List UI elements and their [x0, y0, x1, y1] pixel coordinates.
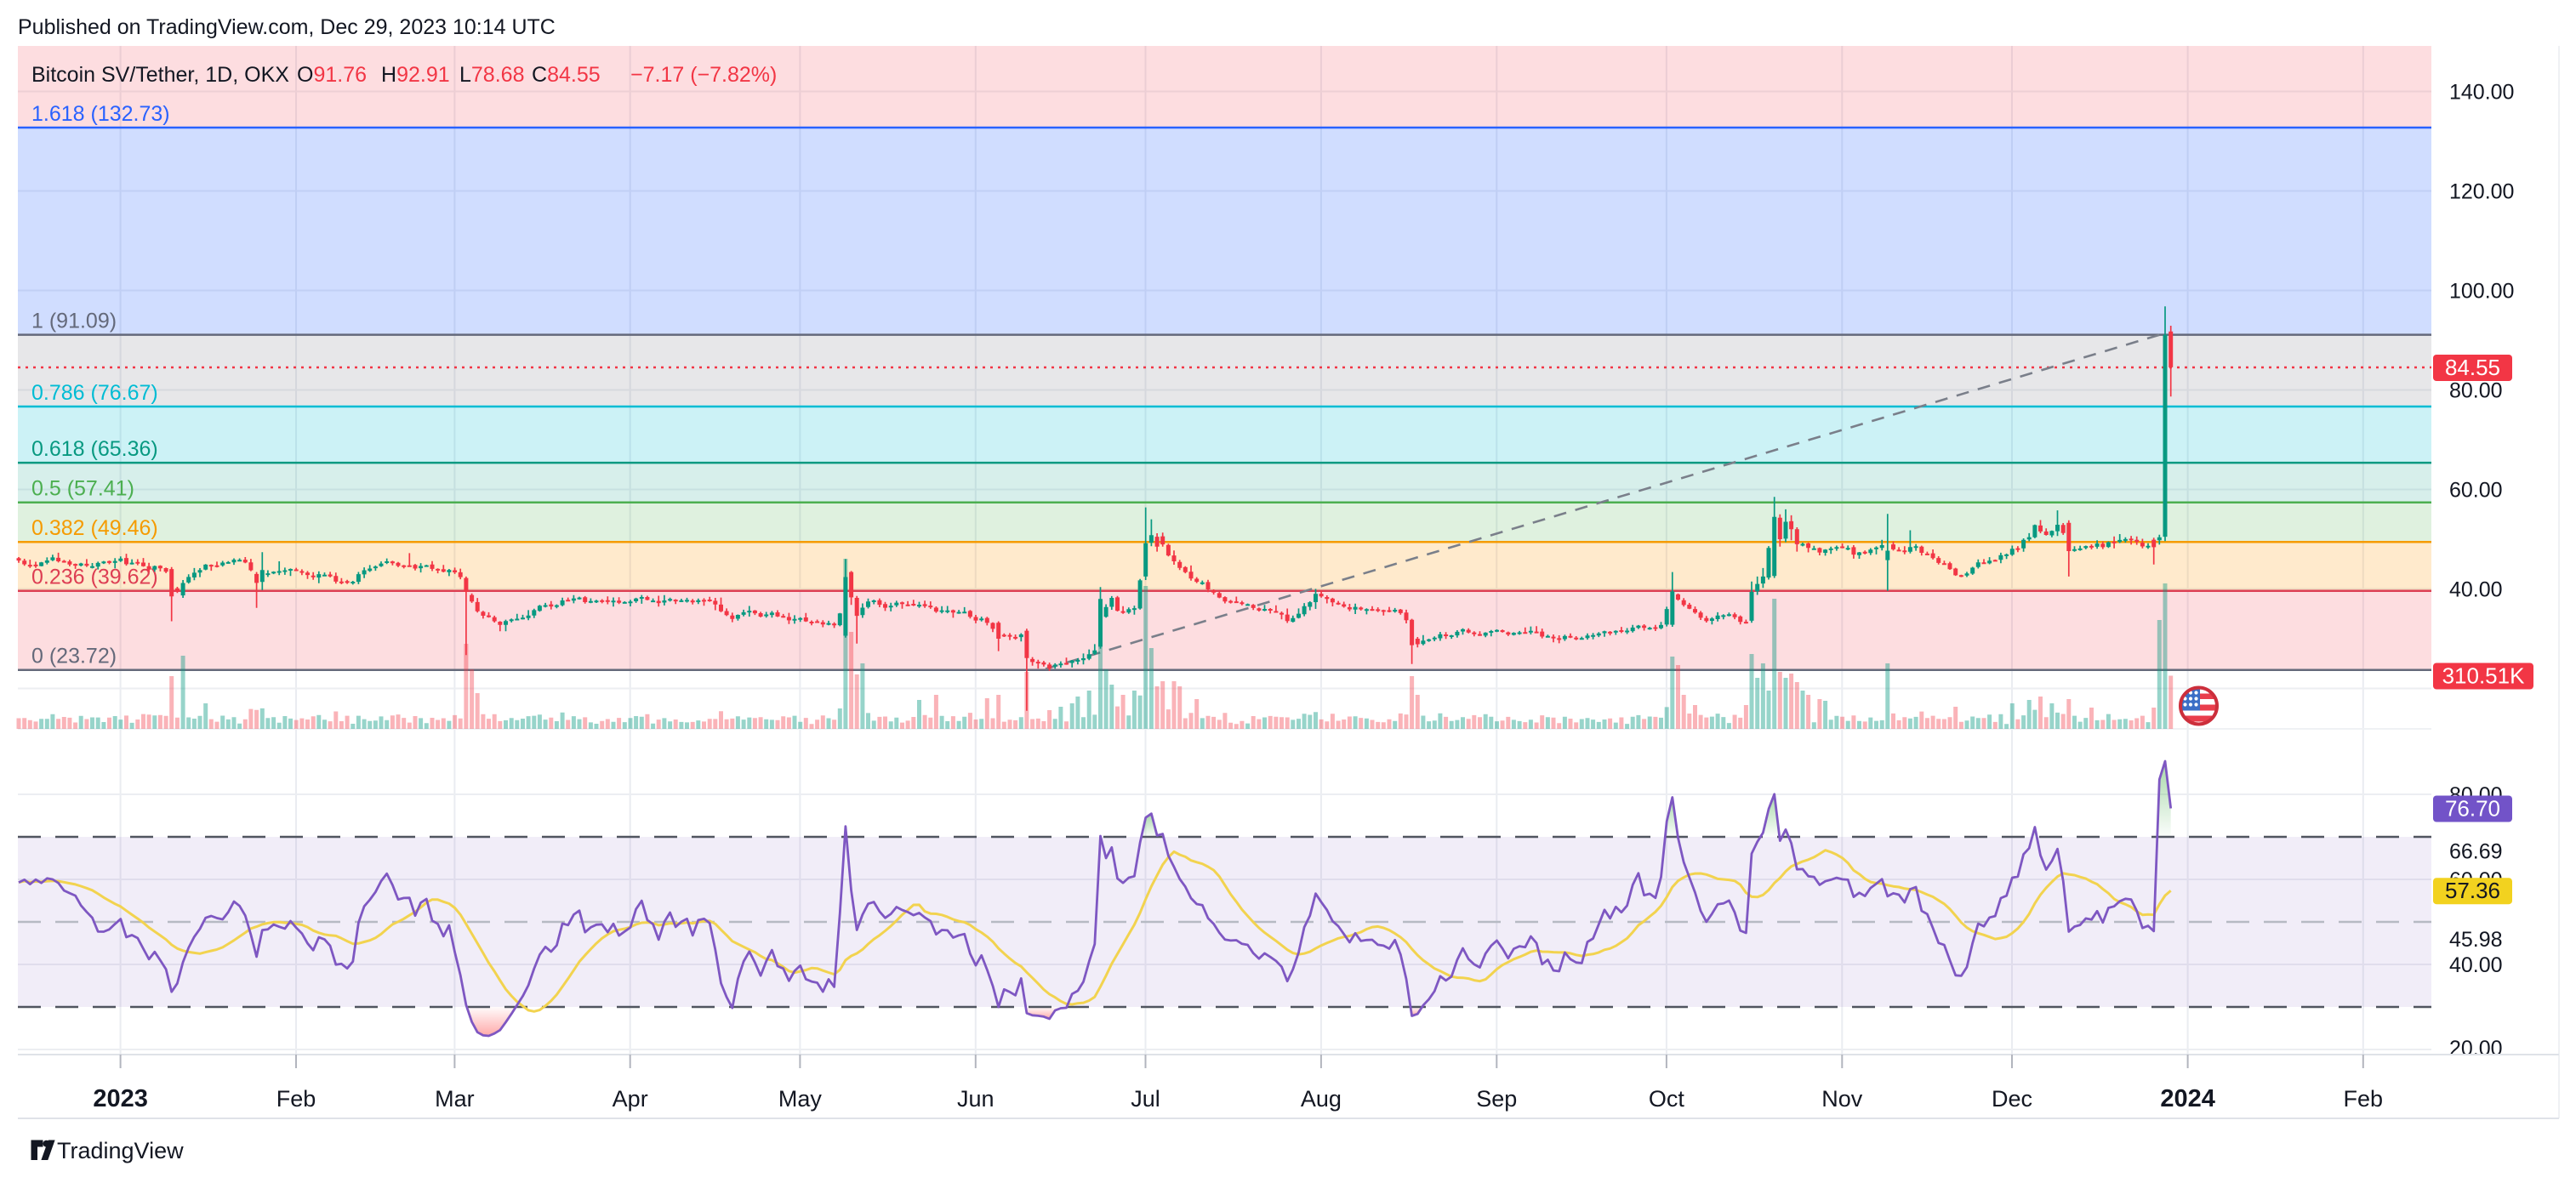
- svg-text:120.00: 120.00: [2449, 180, 2514, 204]
- svg-text:Feb: Feb: [276, 1086, 316, 1112]
- svg-text:2024: 2024: [2160, 1085, 2215, 1112]
- svg-text:0.786 (76.67): 0.786 (76.67): [31, 381, 158, 405]
- svg-text:0.382 (49.46): 0.382 (49.46): [31, 516, 158, 540]
- svg-text:20.00: 20.00: [2449, 1037, 2503, 1061]
- svg-text:66.69: 66.69: [2449, 840, 2503, 864]
- svg-text:100.00: 100.00: [2449, 280, 2514, 304]
- svg-text:140.00: 140.00: [2449, 81, 2514, 105]
- svg-text:Oct: Oct: [1649, 1086, 1685, 1112]
- svg-text:80.00: 80.00: [2449, 379, 2503, 403]
- svg-text:Dec: Dec: [1992, 1086, 2032, 1112]
- svg-text:84.55: 84.55: [2445, 355, 2500, 380]
- svg-text:0.236 (39.62): 0.236 (39.62): [31, 566, 158, 589]
- svg-text:0.5 (57.41): 0.5 (57.41): [31, 477, 134, 501]
- svg-text:May: May: [778, 1086, 823, 1112]
- svg-text:310.51K: 310.51K: [2442, 663, 2526, 689]
- svg-text:Sep: Sep: [1476, 1086, 1517, 1112]
- svg-text:Jul: Jul: [1131, 1086, 1160, 1112]
- svg-text:Jun: Jun: [957, 1086, 994, 1112]
- svg-text:0.618 (65.36): 0.618 (65.36): [31, 437, 158, 461]
- svg-text:0 (23.72): 0 (23.72): [31, 645, 117, 668]
- svg-text:1 (91.09): 1 (91.09): [31, 310, 117, 333]
- svg-text:Published on TradingView.com,: Published on TradingView.com, Dec 29, 20…: [18, 15, 556, 39]
- svg-text:Mar: Mar: [435, 1086, 475, 1112]
- svg-text:40.00: 40.00: [2449, 953, 2503, 977]
- svg-text:TradingView: TradingView: [57, 1138, 184, 1163]
- svg-text:45.98: 45.98: [2449, 928, 2503, 952]
- svg-text:57.36: 57.36: [2445, 878, 2500, 903]
- svg-text:76.70: 76.70: [2445, 796, 2500, 822]
- svg-text:Feb: Feb: [2344, 1086, 2384, 1112]
- svg-text:Apr: Apr: [613, 1086, 648, 1112]
- svg-text:1.618 (132.73): 1.618 (132.73): [31, 102, 170, 126]
- svg-text:Nov: Nov: [1821, 1086, 1863, 1112]
- svg-text:Aug: Aug: [1301, 1086, 1342, 1112]
- svg-text:60.00: 60.00: [2449, 479, 2503, 503]
- svg-text:40.00: 40.00: [2449, 578, 2503, 602]
- svg-text:2023: 2023: [93, 1085, 148, 1112]
